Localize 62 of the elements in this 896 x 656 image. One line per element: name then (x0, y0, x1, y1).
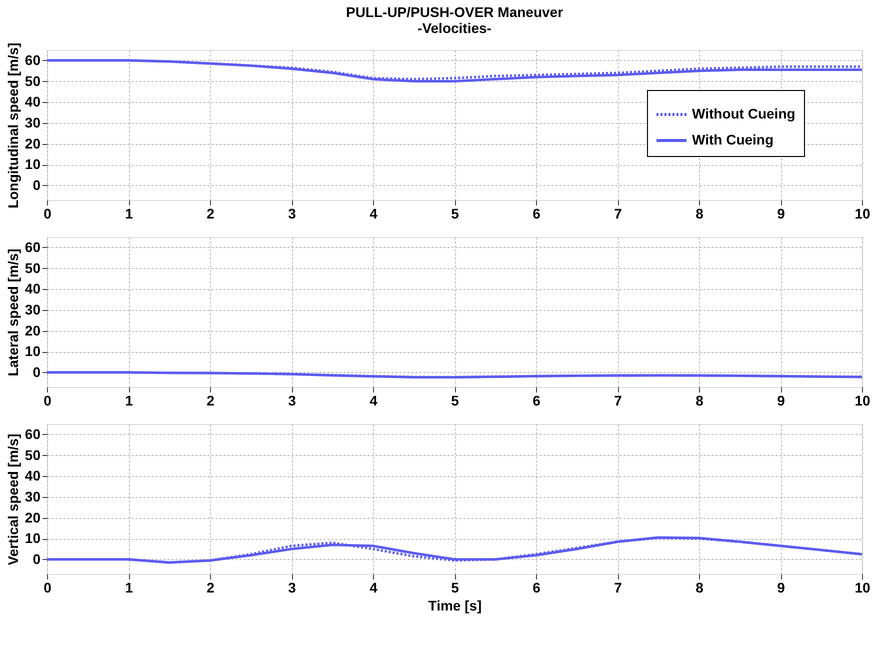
x-tick-label: 0 (44, 580, 52, 596)
x-tick-label: 6 (532, 206, 541, 222)
y-tick-label: 50 (24, 72, 41, 89)
x-tick-label: 4 (370, 206, 378, 222)
y-tick-label: 50 (24, 446, 41, 463)
x-tick-label: 9 (777, 392, 786, 408)
x-tick-label: 10 (854, 392, 870, 408)
x-tick-label: 2 (206, 206, 215, 222)
chart-subtitle: -Velocities- (418, 20, 492, 36)
y-axis-title: Vertical speed [m/s] (4, 434, 21, 566)
x-tick-label: 2 (206, 392, 215, 408)
y-tick-label: 10 (24, 530, 41, 546)
x-tick-label: 7 (614, 580, 622, 596)
x-tick-label: 0 (44, 206, 52, 222)
y-axis-title: Longitudinal speed [m/s] (4, 42, 21, 208)
x-tick-label: 3 (288, 206, 296, 222)
y-tick-label: 60 (24, 426, 41, 442)
y-axis-title: Lateral speed [m/s] (4, 248, 21, 376)
y-tick-label: 0 (32, 176, 41, 193)
x-tick-label: 7 (614, 206, 622, 222)
chart-title: PULL-UP/PUSH-OVER Maneuver (346, 4, 564, 20)
x-tick-label: 4 (370, 392, 378, 408)
x-tick-label: 1 (125, 580, 134, 596)
x-tick-label: 5 (451, 392, 460, 408)
x-axis-title: Time [s] (428, 598, 482, 614)
x-tick-label: 2 (206, 580, 215, 596)
y-tick-label: 0 (32, 364, 41, 380)
y-tick-label: 30 (24, 301, 41, 318)
x-tick-label: 10 (854, 580, 870, 596)
y-tick-label: 50 (24, 260, 41, 276)
y-tick-label: 60 (24, 238, 41, 255)
y-tick-label: 10 (24, 156, 41, 172)
x-tick-label: 8 (696, 580, 704, 596)
x-tick-label: 9 (777, 206, 786, 222)
y-tick-label: 40 (24, 280, 41, 297)
y-tick-label: 20 (24, 135, 41, 152)
y-tick-label: 20 (24, 322, 41, 338)
x-tick-label: 1 (125, 392, 134, 408)
y-tick-label: 60 (24, 52, 41, 68)
x-tick-label: 3 (288, 392, 296, 408)
y-tick-label: 30 (24, 114, 41, 130)
x-tick-label: 5 (451, 206, 460, 222)
x-tick-label: 6 (532, 392, 541, 408)
legend-label: With Cueing (692, 132, 774, 148)
y-tick-label: 10 (24, 343, 41, 360)
y-tick-label: 30 (24, 488, 41, 504)
x-tick-label: 8 (696, 392, 704, 408)
x-tick-label: 3 (288, 580, 296, 596)
x-tick-label: 9 (777, 580, 786, 596)
x-tick-label: 4 (370, 580, 378, 596)
x-tick-label: 7 (614, 392, 622, 408)
x-tick-label: 8 (696, 206, 704, 222)
x-tick-label: 6 (532, 580, 541, 596)
x-tick-label: 1 (125, 206, 134, 222)
y-tick-label: 0 (32, 550, 41, 567)
legend-label: Without Cueing (692, 106, 796, 122)
y-tick-label: 40 (24, 94, 41, 110)
x-tick-label: 0 (44, 392, 52, 408)
x-tick-label: 10 (854, 206, 870, 222)
y-tick-label: 40 (24, 468, 41, 484)
y-tick-label: 20 (24, 509, 41, 526)
x-tick-label: 5 (451, 580, 460, 596)
